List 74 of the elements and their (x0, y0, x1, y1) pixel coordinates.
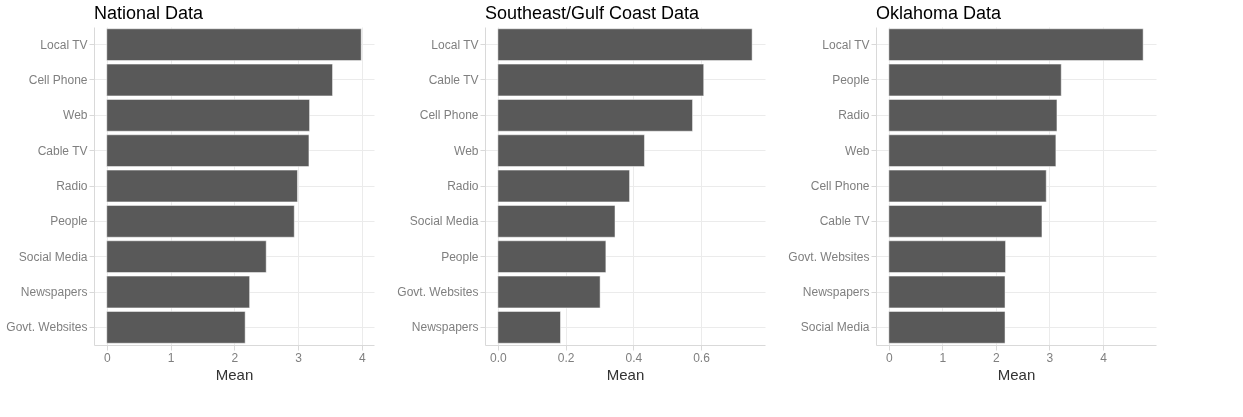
x-tick-label: 2 (231, 350, 239, 365)
y-tick-label: Cable TV (428, 73, 479, 87)
bar (888, 28, 1144, 61)
bar (106, 169, 298, 203)
bar (888, 311, 1006, 344)
x-tick-label: 1 (167, 350, 175, 365)
y-tick-label: Govt. Websites (397, 285, 479, 299)
x-tick-label: 3 (295, 350, 303, 365)
y-tick-label: Web (454, 143, 479, 158)
x-tick-label: 0.0 (490, 350, 508, 365)
y-tick-label: Cell Phone (28, 73, 88, 87)
bar (497, 134, 645, 167)
bar (888, 240, 1006, 273)
y-tick-label: People (441, 249, 479, 264)
bar (106, 311, 246, 344)
chart-title: Oklahoma Data (876, 3, 1003, 23)
y-tick-label: Social Media (800, 320, 870, 335)
bar (106, 134, 310, 167)
bar (888, 134, 1057, 167)
x-tick-label: 0 (886, 350, 894, 365)
y-tick-label: Newspapers (20, 285, 88, 299)
y-tick-label: Govt. Websites (6, 320, 88, 335)
bar (888, 275, 1006, 309)
chart-title: Southeast/Gulf Coast Data (485, 3, 701, 23)
y-tick-label: Newspapers (802, 285, 870, 299)
x-tick-label: 0 (103, 350, 111, 365)
y-tick-label: Local TV (822, 37, 870, 52)
y-tick-label: Local TV (431, 37, 479, 52)
bar (888, 169, 1047, 203)
bar (497, 169, 630, 203)
bar (497, 99, 693, 132)
y-tick-label: Local TV (40, 37, 88, 52)
y-tick-label: Radio (56, 179, 88, 193)
bar (106, 28, 362, 61)
y-tick-label: Social Media (18, 249, 88, 264)
y-tick-label: Radio (447, 179, 479, 193)
y-tick-label: Social Media (409, 214, 479, 229)
bar (497, 205, 616, 238)
bar (106, 205, 295, 238)
y-tick-label: Cell Phone (419, 108, 479, 123)
bar (106, 275, 250, 309)
y-tick-label: Radio (838, 108, 870, 123)
y-tick-label: People (832, 73, 870, 87)
y-tick-label: Cable TV (37, 143, 88, 158)
y-tick-label: Web (845, 143, 870, 158)
x-tick-label: 4 (359, 350, 367, 365)
y-tick-label: Cell Phone (810, 179, 870, 193)
y-tick-label: Cable TV (819, 214, 870, 229)
chart-title: National Data (94, 3, 205, 23)
y-tick-label: Newspapers (411, 320, 479, 335)
x-axis-title: Mean (606, 365, 645, 383)
x-tick-label: 4 (1100, 350, 1108, 365)
bar (497, 311, 561, 344)
bar (106, 240, 267, 273)
bar (888, 99, 1058, 132)
y-tick-label: People (50, 214, 88, 229)
bar (497, 28, 753, 61)
x-tick-label: 0.4 (625, 350, 643, 365)
bar (106, 63, 333, 97)
bar (888, 63, 1062, 97)
y-tick-label: Govt. Websites (788, 249, 870, 264)
bar (497, 240, 607, 273)
bar (106, 99, 310, 132)
x-tick-label: 0.2 (557, 350, 575, 365)
bar (888, 205, 1043, 238)
x-tick-label: 2 (993, 350, 1001, 365)
x-tick-label: 1 (939, 350, 947, 365)
x-tick-label: 3 (1046, 350, 1054, 365)
bar (497, 63, 704, 97)
y-tick-label: Web (63, 108, 88, 123)
bar (497, 275, 601, 309)
x-axis-title: Mean (215, 365, 254, 383)
x-axis-title: Mean (997, 365, 1036, 383)
x-tick-label: 0.6 (693, 350, 711, 365)
